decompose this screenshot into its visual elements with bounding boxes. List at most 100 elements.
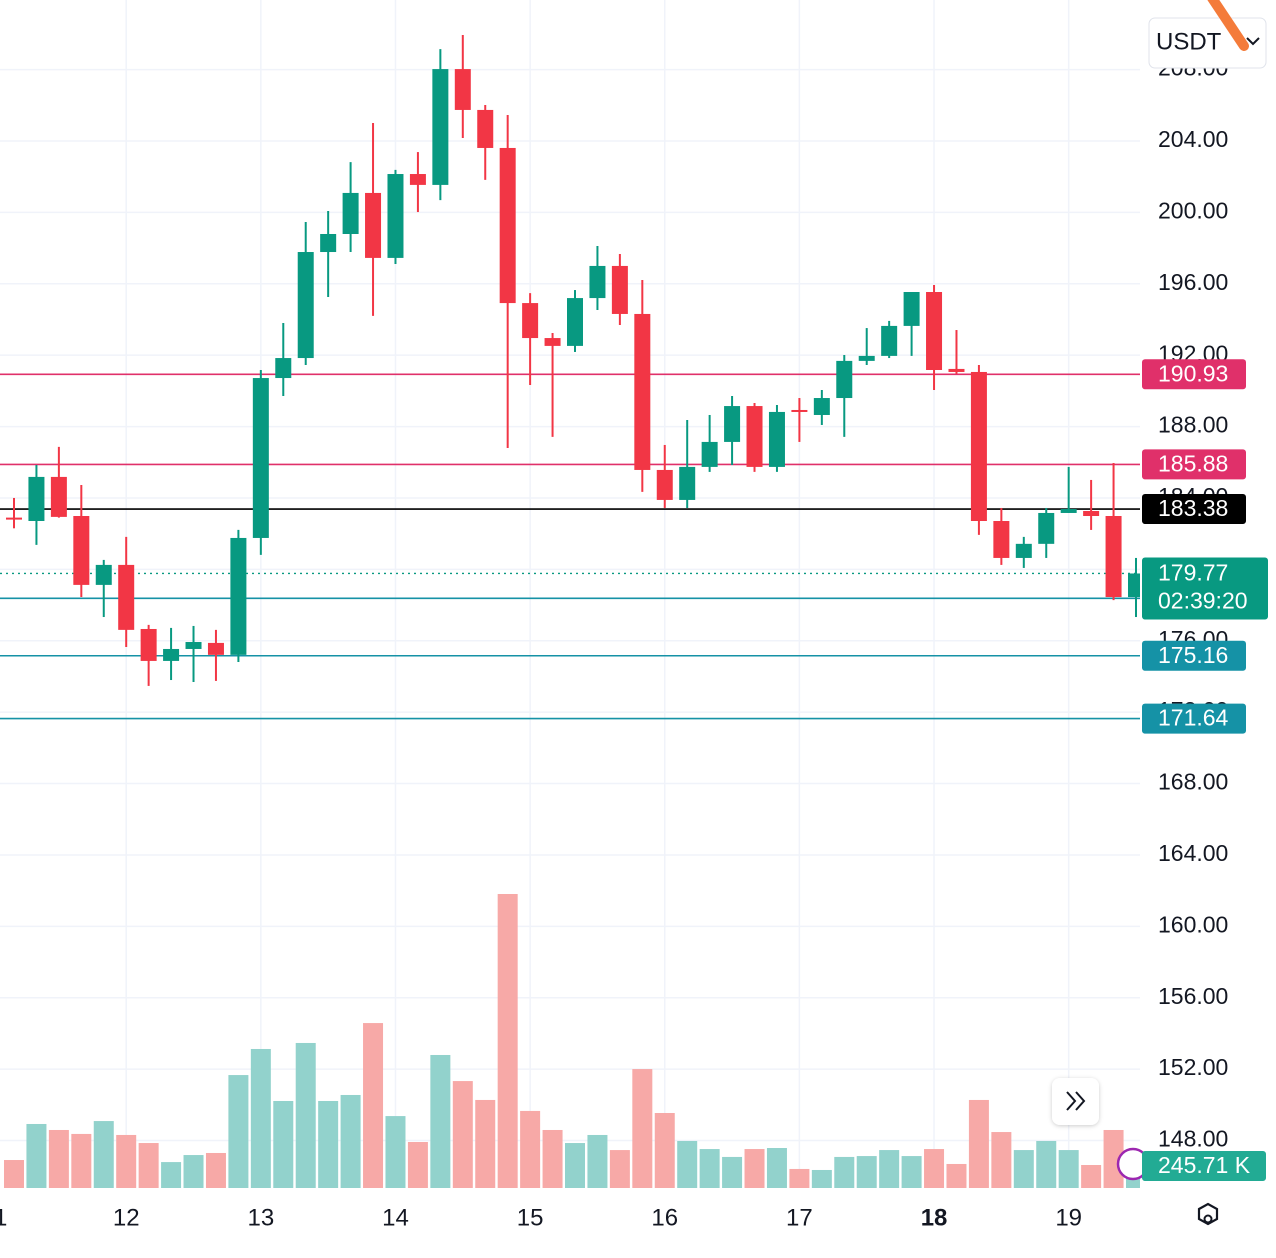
volume-bar [318,1100,339,1188]
candle-body [207,642,224,655]
candle-body [409,174,426,185]
candle-body [522,303,539,339]
candle-body [275,358,292,379]
volume-bar [295,1042,316,1188]
y-tick-label: 148.00 [1158,1126,1228,1152]
volume-bar [1103,1129,1124,1188]
price-line-label: 175.16 [1158,642,1228,668]
candle-body [903,292,920,326]
candle-body [50,476,67,517]
volume-label: 245.71 K [1158,1152,1251,1178]
volume-bar [475,1099,496,1188]
settings-icon[interactable] [1197,1202,1219,1226]
scroll-to-latest[interactable] [1052,1078,1099,1125]
candle-body [858,355,875,361]
candle-body [1083,511,1100,517]
candle-body [724,406,741,442]
candle-body [499,147,516,304]
candle-body [163,648,180,661]
candle-body [1105,516,1122,598]
candle-body [432,69,449,185]
price-line-label: 185.88 [1158,450,1228,476]
volume-bar [632,1069,653,1188]
candle-body [836,360,853,399]
price-line-label-bg [1142,449,1246,480]
candles [6,34,1140,686]
candle-body [297,252,314,359]
y-tick-label: 152.00 [1158,1054,1228,1080]
candle-body [791,409,808,412]
candle-body [140,628,157,661]
candle-body [185,642,202,649]
x-tick-label: 19 [1055,1204,1082,1231]
y-tick-label: 196.00 [1158,269,1228,295]
current-price-label-bg [1142,557,1268,620]
x-tick-label: 18 [921,1204,948,1231]
volume-bar [138,1143,159,1188]
candle-body [926,292,943,371]
volume-bar [991,1132,1012,1188]
volume-bar [250,1048,271,1188]
y-tick-label: 156.00 [1158,983,1228,1009]
volume-bar [26,1123,47,1188]
volume-bar [183,1155,204,1188]
grid [0,0,1140,1188]
y-tick-label: 204.00 [1158,126,1228,152]
candle-body [73,516,90,585]
price-line-label-bg [1142,494,1246,525]
volume-bar [879,1150,900,1188]
volume-bar [1013,1150,1034,1188]
price-line-label: 183.38 [1158,495,1228,521]
volume-bar [340,1094,361,1188]
volume-bar [654,1112,675,1188]
settings[interactable] [1197,1202,1219,1226]
dropdown-chevron[interactable] [1246,37,1260,46]
volume-bar [1058,1150,1079,1188]
candle-body [454,69,471,110]
volume-bar [722,1156,743,1188]
candle-body [1060,509,1077,513]
candle-body [477,109,494,148]
volume-bar [587,1134,608,1188]
y-tick-label: 160.00 [1158,911,1228,937]
candle-body [1128,573,1140,598]
settings-dot[interactable] [1203,1214,1213,1224]
countdown-label: 02:39:20 [1158,588,1248,614]
x-axis: 12 13 14 15 16 17 18 19 1 [0,1204,1082,1231]
y-tick-label: 200.00 [1158,197,1228,223]
volume-bar [677,1140,698,1188]
volume-bar [924,1149,945,1188]
volume-bar [609,1150,630,1188]
x-tick-label: 13 [247,1204,274,1231]
current-price-label: 179.77 [1158,560,1228,586]
candle-body [611,265,628,314]
volume-bar [565,1143,585,1188]
candle-body [230,537,247,655]
price-line-label: 171.64 [1158,705,1229,731]
volume-bar [542,1129,563,1188]
x-tick-label: 14 [382,1204,409,1231]
currency-label[interactable]: USDT [1156,28,1222,55]
x-tick-label: 1 [0,1204,7,1231]
scroll-icon[interactable] [1066,1091,1086,1111]
volume-bar [228,1075,249,1188]
volume-bar [71,1133,92,1188]
candle-body [746,406,763,467]
x-tick-label: 17 [786,1204,813,1231]
volume-bar [811,1169,832,1188]
candle-body [28,476,45,521]
volume-bar [116,1134,137,1188]
volume-bar [744,1149,765,1188]
volume-bar [452,1081,473,1188]
volume-bar [407,1142,428,1188]
currency-button[interactable]: USDT [1148,17,1267,69]
y-tick-label: 188.00 [1158,412,1228,438]
candle-body [252,378,269,538]
volume-bar [273,1100,294,1188]
volume-bar [93,1121,114,1188]
y-tick-label: 168.00 [1158,769,1228,795]
candle-body [544,338,561,346]
candle-body [567,298,583,346]
candle-body [365,192,382,258]
